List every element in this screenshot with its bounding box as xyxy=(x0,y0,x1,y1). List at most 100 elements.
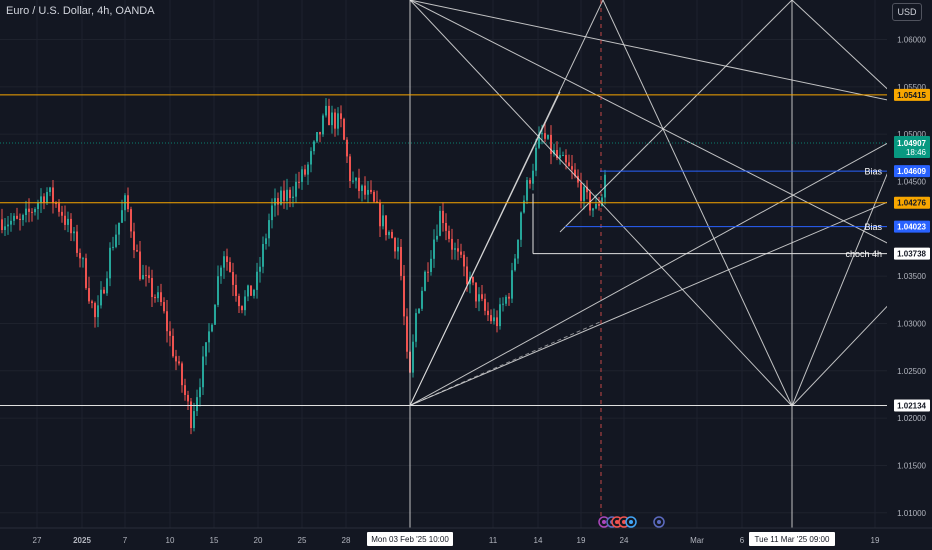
candle-body xyxy=(40,196,42,204)
candle-body xyxy=(307,164,309,175)
time-tick-label: 14 xyxy=(534,536,543,545)
candle-body xyxy=(403,275,405,317)
candle-body xyxy=(265,238,267,245)
candle-body xyxy=(451,238,453,250)
price-tick-label: 1.03500 xyxy=(897,272,926,281)
price-tick-label: 1.05000 xyxy=(897,130,926,139)
candle-body xyxy=(313,141,315,152)
candle-body xyxy=(103,289,105,294)
candle xyxy=(418,308,420,314)
candle xyxy=(373,190,375,203)
candle xyxy=(355,177,357,189)
candle-body xyxy=(58,203,60,212)
candle xyxy=(364,176,366,200)
candle-body xyxy=(133,231,135,251)
candle-body xyxy=(541,133,543,135)
mid-orange-price-label: 1.04276 xyxy=(897,199,926,208)
candle-body xyxy=(322,115,324,135)
candle-body xyxy=(214,304,216,325)
candle-body xyxy=(508,296,510,299)
candle-body xyxy=(544,133,546,139)
candles xyxy=(1,97,606,435)
candle-body xyxy=(271,205,273,221)
current-price-label-bg xyxy=(894,135,930,158)
price-tick-label: 1.02500 xyxy=(897,367,926,376)
candle xyxy=(553,143,555,157)
candle xyxy=(376,190,378,204)
candle xyxy=(199,378,201,407)
price-axis[interactable]: 1.06000 1.05500 1.05000 1.04500 1.03500 1.030… xyxy=(887,0,932,528)
candle xyxy=(208,323,210,353)
candle xyxy=(313,140,315,155)
price-tick-label: 1.05500 xyxy=(897,83,926,92)
candle xyxy=(133,222,135,259)
fan-line-3 xyxy=(409,137,898,406)
time-tick-label: Mar xyxy=(690,536,704,545)
candle-body xyxy=(190,401,192,429)
candle xyxy=(139,241,141,281)
candle-body xyxy=(175,356,177,362)
candle xyxy=(247,284,249,302)
candle xyxy=(25,200,27,223)
candle-body xyxy=(478,294,480,302)
candle-body xyxy=(382,215,384,227)
candle xyxy=(292,186,294,208)
candle-body xyxy=(118,222,120,235)
candle xyxy=(430,250,432,276)
candle xyxy=(136,244,138,252)
candle-body xyxy=(211,324,213,332)
candle-body xyxy=(187,394,189,402)
candle-body xyxy=(31,211,33,213)
candle xyxy=(499,297,501,330)
candle-body xyxy=(304,169,306,175)
time-tick-label: 27 xyxy=(33,536,42,545)
candle xyxy=(331,105,333,134)
candle xyxy=(271,198,273,229)
candle xyxy=(481,285,483,302)
cursor2-time-label-bg xyxy=(749,532,835,546)
candle-body xyxy=(283,190,285,201)
candle xyxy=(310,147,312,173)
candle xyxy=(478,287,480,312)
candle xyxy=(325,97,327,118)
candle-body xyxy=(217,276,219,305)
candle-body xyxy=(340,113,342,119)
candle-body xyxy=(436,235,438,240)
current-price-label: 1.04907 xyxy=(897,139,926,148)
candle xyxy=(220,265,222,284)
candle-body xyxy=(184,385,186,395)
candle xyxy=(4,218,6,237)
candle-body xyxy=(316,132,318,142)
candle xyxy=(94,301,96,328)
candle-body xyxy=(334,112,336,129)
candle xyxy=(556,141,558,161)
candle xyxy=(16,207,18,220)
candle xyxy=(319,131,321,143)
candle xyxy=(145,265,147,287)
candle xyxy=(394,236,396,259)
candle-body xyxy=(289,189,291,199)
candle-body xyxy=(79,252,81,259)
candle-body xyxy=(592,208,594,211)
candle-body xyxy=(523,200,525,213)
candle xyxy=(328,98,330,126)
candle-body xyxy=(370,189,372,192)
candle-body xyxy=(136,250,138,252)
candle xyxy=(64,205,66,231)
candle-body xyxy=(373,191,375,202)
choch-price-label: 1.03738 xyxy=(897,250,926,259)
candle xyxy=(511,262,513,304)
candle xyxy=(13,213,15,226)
candle xyxy=(367,180,369,203)
currency-button[interactable]: USD xyxy=(892,3,922,21)
cursor2-time-label: Tue 11 Mar '25 09:00 xyxy=(755,535,830,544)
candle-body xyxy=(445,223,447,231)
candle xyxy=(10,213,12,232)
candle xyxy=(349,153,351,189)
candle-body xyxy=(154,297,156,299)
candle xyxy=(379,199,381,237)
event-markers[interactable] xyxy=(598,516,665,528)
candle-body xyxy=(349,156,351,181)
